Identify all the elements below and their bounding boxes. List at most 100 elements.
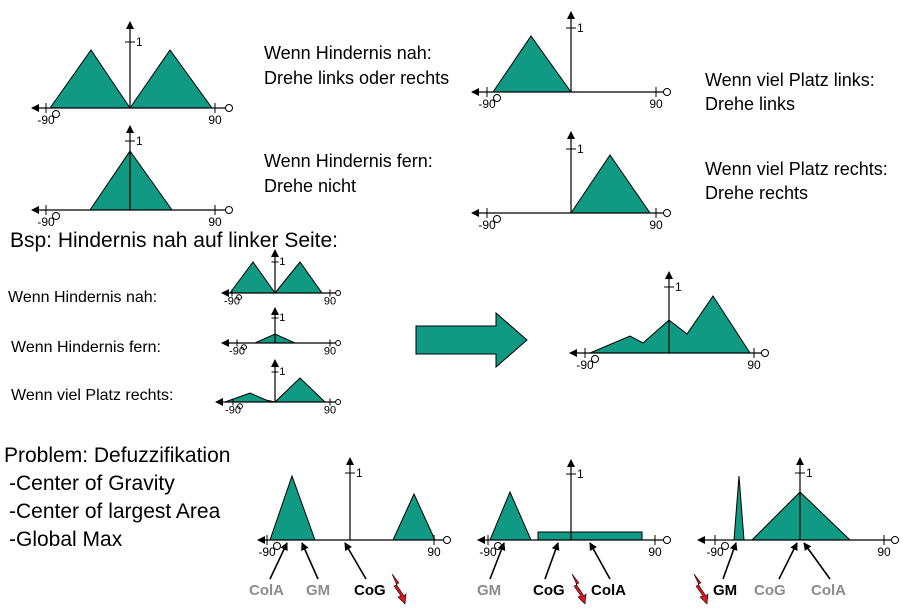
defuzz-chart-c-label-one: 1 bbox=[806, 466, 813, 480]
pointer-b-gm bbox=[489, 542, 506, 580]
example-chart-space-right-area-1 bbox=[273, 377, 327, 403]
example-chart-near: 1 -90 90 bbox=[221, 249, 342, 308]
example-chart-space-right-label-pos90: 90 bbox=[324, 405, 336, 417]
sum-arrow bbox=[415, 311, 528, 369]
defuzz-chart-c-label-neg90: -90 bbox=[706, 545, 724, 559]
example-chart-near-label-one: 1 bbox=[279, 256, 285, 268]
defuzz-chart-a-right-marker bbox=[443, 536, 451, 544]
sum-chart-area-0 bbox=[589, 295, 751, 354]
chart-space-right-area-0 bbox=[570, 154, 651, 214]
defuzz-chart-a-label-neg90: -90 bbox=[258, 545, 276, 559]
defuzz-chart-c: 1 -90 90 bbox=[697, 457, 899, 559]
example-chart-near-area-0 bbox=[229, 261, 276, 294]
rule-far-condition: Wenn Hindernis fern: bbox=[264, 151, 433, 171]
chart-far-left-marker bbox=[52, 212, 60, 220]
example-chart-far-label-one: 1 bbox=[279, 312, 285, 324]
chart-near-label-pos90: 90 bbox=[208, 113, 222, 127]
chart-space-left-right-marker bbox=[663, 88, 671, 96]
defuzz-chart-c-label-pos90: 90 bbox=[877, 545, 891, 559]
method-center-of-largest-area: -Center of largest Area bbox=[9, 500, 221, 523]
method-center-of-gravity: -Center of Gravity bbox=[9, 472, 175, 495]
rule-far-action: Drehe nicht bbox=[264, 176, 357, 196]
example-chart-near-label-neg90: -90 bbox=[224, 296, 240, 308]
sum-chart-label-neg90: -90 bbox=[576, 358, 594, 372]
defuzz-c-cola-label: ColA bbox=[811, 582, 846, 599]
chart-far-area-0 bbox=[89, 150, 173, 211]
chart-near-label-neg90: -90 bbox=[37, 113, 55, 127]
chart-space-left: 1 -90 90 bbox=[471, 11, 671, 111]
defuzz-b-cog-label: CoG bbox=[533, 582, 565, 599]
chart-near-right-marker bbox=[225, 104, 233, 112]
pointer-b-cola bbox=[589, 542, 611, 580]
chart-space-right-label-pos90: 90 bbox=[649, 218, 663, 232]
pointer-a-cog bbox=[344, 542, 367, 580]
chart-near-left-marker bbox=[52, 110, 60, 118]
example-chart-far: 1 -90 90 bbox=[221, 307, 342, 358]
chart-space-left-label-pos90: 90 bbox=[649, 97, 663, 111]
lightning-icon-a bbox=[391, 573, 407, 605]
chart-far-right-marker bbox=[225, 206, 233, 214]
chart-near-label-one: 1 bbox=[136, 35, 143, 49]
defuzz-chart-b-area-1 bbox=[537, 531, 643, 541]
rule-near-condition: Wenn Hindernis nah: bbox=[264, 43, 432, 63]
chart-space-right-left-marker bbox=[493, 215, 501, 223]
example-chart-near-label-pos90: 90 bbox=[324, 296, 336, 308]
example-chart-space-right-right-marker bbox=[335, 399, 342, 405]
example-chart-near-left-marker bbox=[236, 294, 242, 301]
example-chart-space-right-left-marker bbox=[237, 403, 243, 410]
defuzz-chart-a-label-one: 1 bbox=[356, 466, 363, 480]
defuzz-b-cola-label: ColA bbox=[591, 582, 626, 599]
example-chart-space-right-label-one: 1 bbox=[279, 366, 285, 378]
defuzz-chart-a: 1 -90 90 bbox=[257, 457, 451, 559]
chart-far: 1 -90 90 bbox=[31, 125, 233, 229]
lightning-icon-c bbox=[693, 573, 709, 605]
chart-near-area-1 bbox=[129, 49, 213, 109]
example-chart-far-label-pos90: 90 bbox=[324, 346, 336, 358]
rule-near-action: Drehe links oder rechts bbox=[264, 68, 450, 88]
defuzz-a-cola-label: ColA bbox=[249, 582, 284, 599]
sum-chart-left-marker bbox=[591, 355, 599, 363]
defuzz-chart-a-area-1 bbox=[392, 492, 436, 541]
chart-space-right-label-neg90: -90 bbox=[478, 218, 496, 232]
chart-space-right: 1 -90 90 bbox=[471, 131, 671, 232]
defuzz-chart-b-area-0 bbox=[489, 490, 532, 541]
sum-chart-label-one: 1 bbox=[675, 280, 682, 294]
pointer-c-cola bbox=[803, 542, 831, 580]
lightning-icon-b bbox=[571, 573, 587, 605]
sum-chart: 1 -90 90 bbox=[569, 271, 769, 372]
sum-chart-right-marker bbox=[761, 349, 769, 357]
chart-far-label-pos90: 90 bbox=[208, 215, 222, 229]
pointer-c-cog bbox=[778, 542, 798, 580]
defuzz-chart-b: 1 -90 90 bbox=[477, 459, 671, 559]
defuzz-chart-c-left-marker bbox=[721, 542, 729, 550]
rule-space-right-condition: Wenn viel Platz rechts: bbox=[705, 159, 888, 179]
chart-near: 1 -90 90 bbox=[31, 21, 233, 127]
defuzz-chart-a-area-0 bbox=[269, 474, 316, 541]
defuzz-chart-b-label-neg90: -90 bbox=[479, 545, 497, 559]
chart-far-label-one: 1 bbox=[136, 134, 143, 148]
chart-space-right-label-one: 1 bbox=[577, 142, 584, 156]
defuzz-chart-c-area-1 bbox=[750, 491, 852, 541]
rule-space-left-action: Drehe links bbox=[705, 94, 796, 114]
rule-space-right-action: Drehe rechts bbox=[705, 183, 809, 203]
example-chart-space-right-label-neg90: -90 bbox=[225, 405, 241, 417]
example-chart-space-right: 1 -90 90 bbox=[215, 359, 342, 417]
defuzz-chart-b-label-one: 1 bbox=[577, 467, 584, 481]
chart-space-right-right-marker bbox=[663, 209, 671, 217]
chart-space-left-label-neg90: -90 bbox=[478, 97, 496, 111]
example-chart-near-right-marker bbox=[335, 290, 342, 296]
pointer-a-gm bbox=[301, 542, 319, 580]
defuzz-c-gm-label: GM bbox=[713, 582, 738, 599]
defuzz-chart-c-right-marker bbox=[891, 536, 899, 544]
example-rule-far: Wenn Hindernis fern: bbox=[11, 339, 161, 356]
defuzz-a-cog-label: CoG bbox=[354, 582, 386, 599]
defuzz-chart-a-label-pos90: 90 bbox=[427, 545, 441, 559]
chart-space-left-left-marker bbox=[493, 94, 501, 102]
problem-title: Problem: Defuzzifikation bbox=[4, 444, 231, 467]
pointer-c-gm bbox=[722, 542, 738, 580]
example-rule-near: Wenn Hindernis nah: bbox=[8, 289, 158, 306]
example-chart-far-right-marker bbox=[335, 340, 342, 346]
example-chart-far-left-marker bbox=[241, 344, 247, 351]
example-chart-far-label-neg90: -90 bbox=[229, 346, 245, 358]
